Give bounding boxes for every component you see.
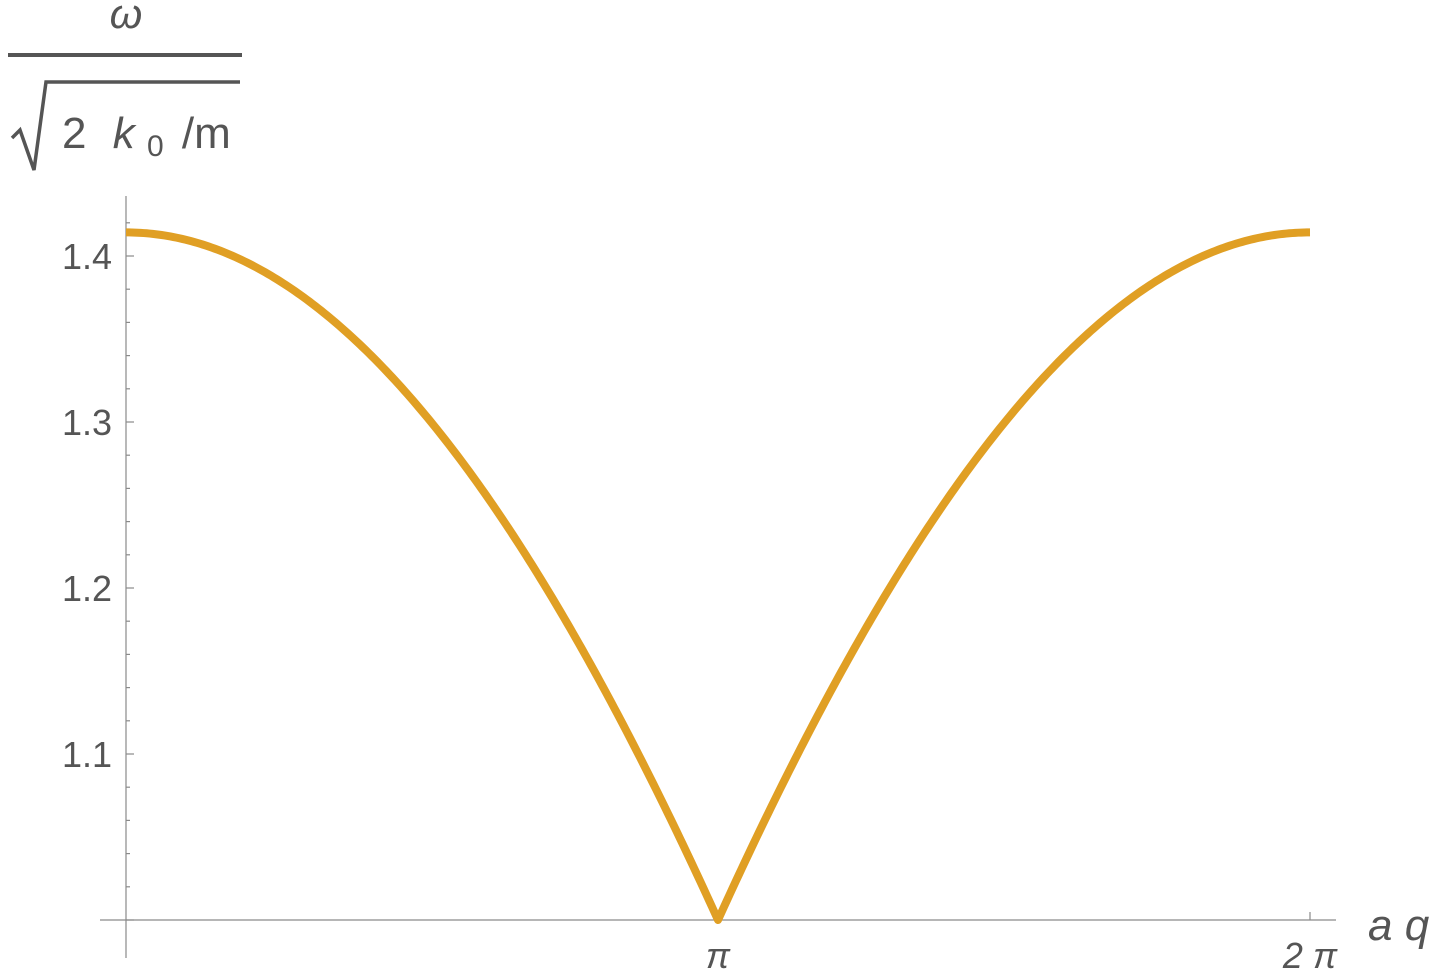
- y-tick-label: 1.3: [62, 402, 112, 443]
- y-tick-label: 1.2: [62, 568, 112, 609]
- y-axis-label: ω 2 k 0 /m: [8, 0, 242, 171]
- y-label-radicand-number: 2: [62, 109, 86, 158]
- y-label-k-subscript: 0: [147, 130, 164, 163]
- x-axis-label: a q: [1368, 901, 1430, 950]
- x-tick-label: π: [706, 935, 731, 976]
- svg-text:2 k 0 /m: 2 k 0 /m: [62, 109, 231, 166]
- y-label-slash-m: /m: [182, 109, 231, 158]
- y-label-radical-sign: [10, 80, 240, 171]
- y-tick-label: 1.1: [62, 734, 112, 775]
- y-label-k: k: [113, 109, 137, 158]
- dispersion-curve: [124, 228, 1312, 924]
- y-label-numerator: ω: [110, 0, 143, 37]
- tick-labels-group: 1.1 1.2 1.3 1.4 π 2 π: [62, 236, 1338, 976]
- ticks-group: [126, 222, 1311, 921]
- y-tick-label: 1.4: [62, 236, 112, 277]
- x-tick-label: 2 π: [1282, 935, 1338, 976]
